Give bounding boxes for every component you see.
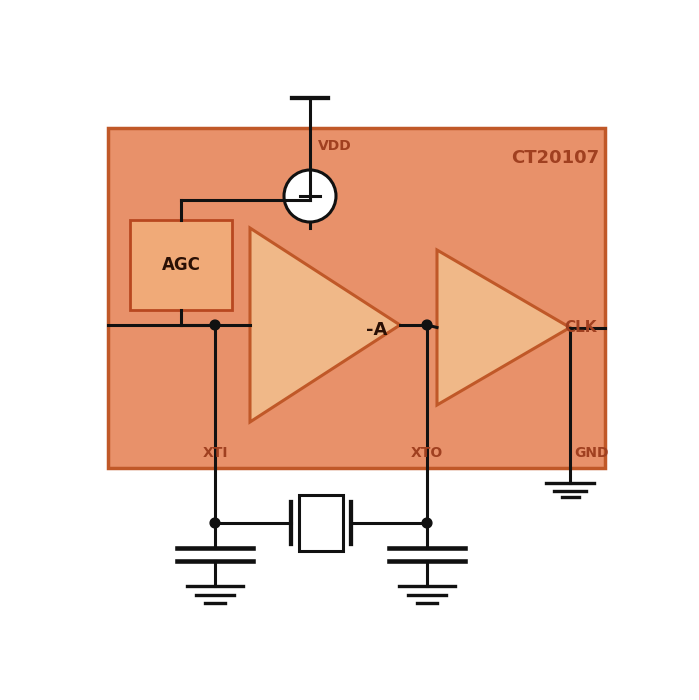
Text: XTO: XTO [411,446,443,460]
Text: CLK: CLK [565,320,597,335]
Text: -A: -A [366,321,388,339]
Bar [299,495,343,551]
Text: AGC: AGC [161,256,201,274]
Bar [108,128,605,468]
Bar [130,220,232,310]
Circle shape [284,170,336,222]
Text: VDD: VDD [318,139,352,153]
Polygon shape [250,228,400,422]
Circle shape [210,320,220,330]
Text: GND: GND [574,446,609,460]
Polygon shape [437,250,570,405]
Circle shape [210,518,220,528]
Text: CT20107: CT20107 [511,149,599,167]
Text: XTI: XTI [202,446,228,460]
Circle shape [422,518,432,528]
Circle shape [422,320,432,330]
